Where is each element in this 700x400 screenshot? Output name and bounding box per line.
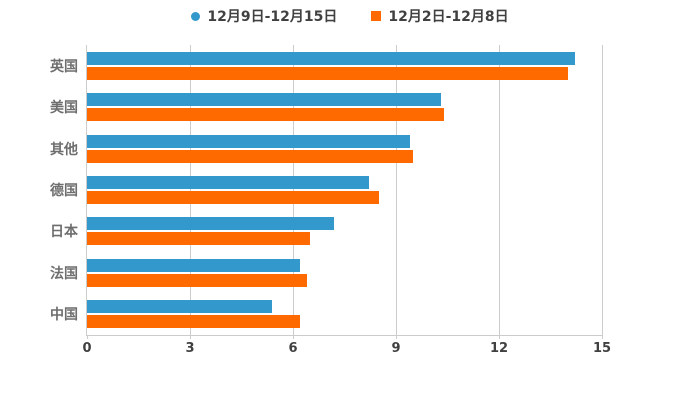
bar-series-1-cat-2 (87, 93, 441, 107)
category-label: 中国 (50, 307, 78, 324)
chart-legend: 12月9日-12月15日 12月2日-12月8日 (0, 6, 700, 26)
bar-series-2-cat-3 (87, 149, 414, 163)
bar-group (87, 294, 602, 335)
axis-tick-12 (499, 335, 500, 339)
bar-series-2-cat-6 (87, 273, 307, 287)
legend-square-marker-icon (371, 11, 382, 21)
category-label: 日本 (50, 224, 78, 241)
bar-series-1-cat-6 (87, 258, 300, 272)
plot-area: 0 3 6 9 12 15 (82, 45, 611, 355)
tick-label-12: 12 (489, 341, 509, 356)
bar-rows (87, 45, 602, 335)
legend-item-series-1[interactable]: 12月9日-12月15日 (191, 6, 337, 26)
bar-series-2-cat-1 (87, 66, 568, 80)
legend-circle-marker-icon (191, 11, 201, 21)
axis-tick-0 (87, 335, 88, 339)
bar-group (87, 252, 602, 293)
category-label: 美国 (50, 100, 78, 117)
tick-label-6: 6 (288, 341, 298, 356)
bar-series-2-cat-4 (87, 190, 379, 204)
tick-label-0: 0 (82, 341, 92, 356)
bar-series-1-cat-1 (87, 51, 575, 65)
category-label: 法国 (50, 265, 78, 282)
bar-series-1-cat-7 (87, 300, 273, 314)
tick-label-3: 3 (185, 341, 195, 356)
bar-group (87, 211, 602, 252)
bar-series-2-cat-2 (87, 108, 445, 122)
axis-tick-3 (190, 335, 191, 339)
bar-series-2-cat-7 (87, 315, 300, 329)
category-label: 英国 (50, 58, 78, 75)
bar-series-1-cat-3 (87, 134, 410, 148)
category-label: 德国 (50, 182, 78, 199)
gridline-x-3 (190, 45, 191, 335)
bar-group (87, 86, 602, 127)
axis-tick-15 (602, 335, 603, 339)
bar-series-1-cat-4 (87, 175, 369, 189)
bar-series-2-cat-5 (87, 232, 311, 246)
gridline-x-6 (293, 45, 294, 335)
bar-group (87, 169, 602, 210)
legend-item-series-2[interactable]: 12月2日-12月8日 (371, 6, 509, 26)
gridline-x-12 (499, 45, 500, 335)
category-axis: 英国美国其他德国日本法国中国 (0, 45, 78, 335)
axis-tick-6 (293, 335, 294, 339)
axis-tick-9 (396, 335, 397, 339)
tick-label-15: 15 (592, 341, 612, 356)
gridline-x-15 (602, 45, 603, 335)
gridline-x-9 (396, 45, 397, 335)
category-label: 其他 (50, 141, 78, 158)
legend-label: 12月2日-12月8日 (388, 9, 509, 25)
bar-group (87, 128, 602, 169)
tick-label-9: 9 (391, 341, 401, 356)
bar-series-1-cat-5 (87, 217, 335, 231)
legend-label: 12月9日-12月15日 (207, 9, 338, 25)
bar-group (87, 45, 602, 86)
